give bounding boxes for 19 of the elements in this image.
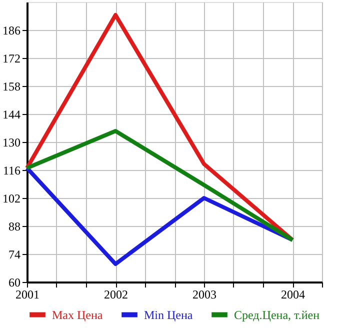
y-tick-label: 172 [2,52,20,66]
legend-label: Max Цена [52,308,104,322]
legend-label: Сред.Цена, т.йен [234,308,320,322]
y-tick-label: 116 [2,164,20,178]
y-tick-label: 102 [2,192,20,206]
x-tick-label: 2003 [192,288,217,302]
y-tick-label: 158 [2,80,20,94]
x-tick-label: 2004 [281,288,306,302]
x-tick-label: 2001 [16,288,40,302]
y-tick-label: 74 [8,248,20,262]
y-tick-label: 186 [2,24,20,38]
y-tick-label: 144 [2,108,20,122]
x-tick-label: 2002 [104,288,128,302]
y-tick-label: 88 [8,220,20,234]
line-series [25,129,295,242]
legend-label: Min Цена [144,308,194,322]
y-tick-label: 60 [8,276,20,290]
y-tick-label: 130 [2,136,20,150]
line-series [25,166,295,266]
